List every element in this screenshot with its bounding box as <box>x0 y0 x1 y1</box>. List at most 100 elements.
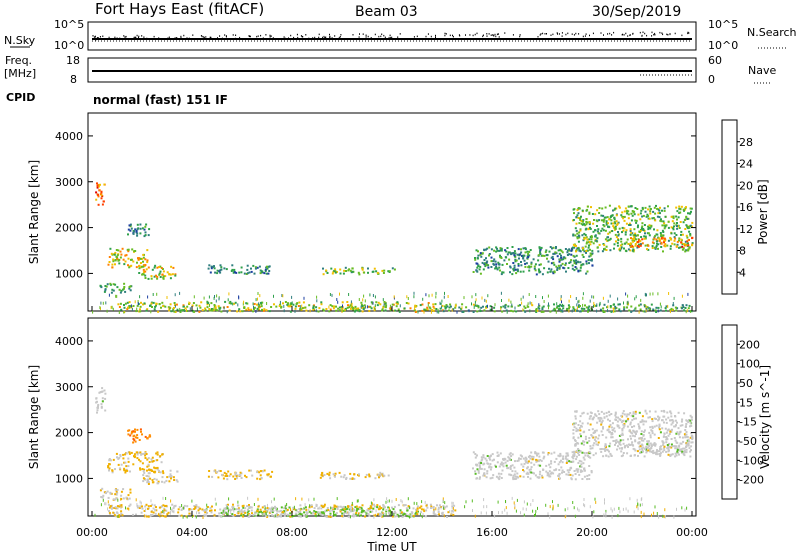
echo-cell <box>552 258 555 261</box>
echo-cell <box>406 515 409 518</box>
echo-cell <box>403 515 405 517</box>
noise-echo <box>594 304 596 308</box>
echo-cell <box>349 510 352 513</box>
echo-cell <box>675 215 678 218</box>
noise-echo <box>392 512 394 516</box>
echo-cell <box>475 454 478 457</box>
echo-cell <box>587 310 589 313</box>
noise-echo <box>640 515 642 519</box>
noise-echo <box>483 498 485 502</box>
echo-cell <box>241 310 244 313</box>
echo-cell <box>270 508 273 511</box>
colorbar-frame <box>721 324 738 500</box>
echo-cell <box>554 468 557 471</box>
echo-cell <box>159 276 162 278</box>
echo-cell <box>682 221 685 224</box>
echo-cell <box>150 277 153 280</box>
echo-cell <box>454 306 457 309</box>
echo-cell <box>687 421 690 424</box>
noise-echo <box>564 515 566 519</box>
echo-cell <box>128 429 131 432</box>
echo-cell <box>188 508 191 510</box>
echo-cell <box>145 309 148 312</box>
echo-cell <box>678 445 681 448</box>
noise-dot <box>174 37 176 39</box>
noise-echo <box>637 507 639 511</box>
echo-cell <box>568 249 571 252</box>
echo-cell <box>676 447 679 450</box>
echo-cell <box>656 450 659 453</box>
echo-cell <box>433 307 436 310</box>
echo-cell <box>564 262 567 265</box>
echo-cell <box>152 460 155 462</box>
echo-cell <box>649 442 652 445</box>
echo-cell <box>493 258 496 261</box>
echo-cell <box>520 463 523 466</box>
echo-cell <box>598 212 601 214</box>
echo-cell <box>673 232 676 235</box>
echo-cell <box>472 303 475 306</box>
noise-echo <box>607 309 608 313</box>
noise-echo <box>656 512 658 515</box>
echo-cell <box>167 511 170 514</box>
echo-cell <box>625 241 628 244</box>
echo-cell <box>127 457 130 460</box>
echo-cell <box>506 253 509 256</box>
noise-echo <box>609 294 611 298</box>
echo-cell <box>671 227 674 229</box>
noise-echo <box>681 506 683 510</box>
echo-cell <box>245 476 248 479</box>
echo-cell <box>486 260 489 263</box>
echo-cell <box>689 450 692 453</box>
echo-cell <box>216 269 219 272</box>
echo-cell <box>610 454 613 457</box>
echo-cell <box>506 263 508 265</box>
noise-dot <box>641 35 643 37</box>
noise-echo <box>639 503 641 507</box>
echo-cell <box>590 471 593 474</box>
echo-cell <box>350 509 353 512</box>
echo-cell <box>398 310 401 313</box>
echo-cell <box>597 441 600 444</box>
echo-cell <box>641 206 644 209</box>
echo-cell <box>223 267 226 270</box>
echo-cell <box>195 504 198 507</box>
echo-cell <box>575 229 578 232</box>
echo-cell <box>620 240 623 243</box>
echo-cell <box>343 513 345 516</box>
echo-cell <box>687 444 690 447</box>
echo-cell <box>99 193 102 196</box>
echo-cell <box>208 309 211 312</box>
echo-cell <box>620 434 623 437</box>
echo-cell <box>592 454 595 457</box>
echo-cell <box>165 504 168 507</box>
noise-dot <box>486 33 488 35</box>
echo-cell <box>621 447 623 450</box>
echo-cell <box>278 510 281 513</box>
echo-cell <box>237 507 240 510</box>
echo-cell <box>266 267 269 270</box>
echo-cell <box>106 283 109 286</box>
echo-cell <box>234 473 237 476</box>
echo-cell <box>231 264 234 267</box>
echo-cell <box>525 472 528 475</box>
echo-cell <box>508 457 511 460</box>
echo-cell <box>279 303 282 306</box>
echo-cell <box>274 505 276 508</box>
noise-echo <box>506 310 508 314</box>
echo-cell <box>322 308 325 311</box>
noise-dot <box>625 32 627 35</box>
echo-cell <box>587 259 590 262</box>
noise-echo <box>262 512 264 516</box>
echo-cell <box>623 210 626 213</box>
echo-cell <box>312 308 315 311</box>
noise-echo <box>599 301 601 305</box>
echo-cell <box>125 465 128 468</box>
echo-cell <box>169 277 172 280</box>
echo-cell <box>663 415 666 418</box>
echo-cell <box>590 238 593 241</box>
noise-echo <box>449 510 451 513</box>
echo-cell <box>373 306 376 309</box>
echo-cell <box>245 308 248 311</box>
echo-cell <box>681 304 684 307</box>
